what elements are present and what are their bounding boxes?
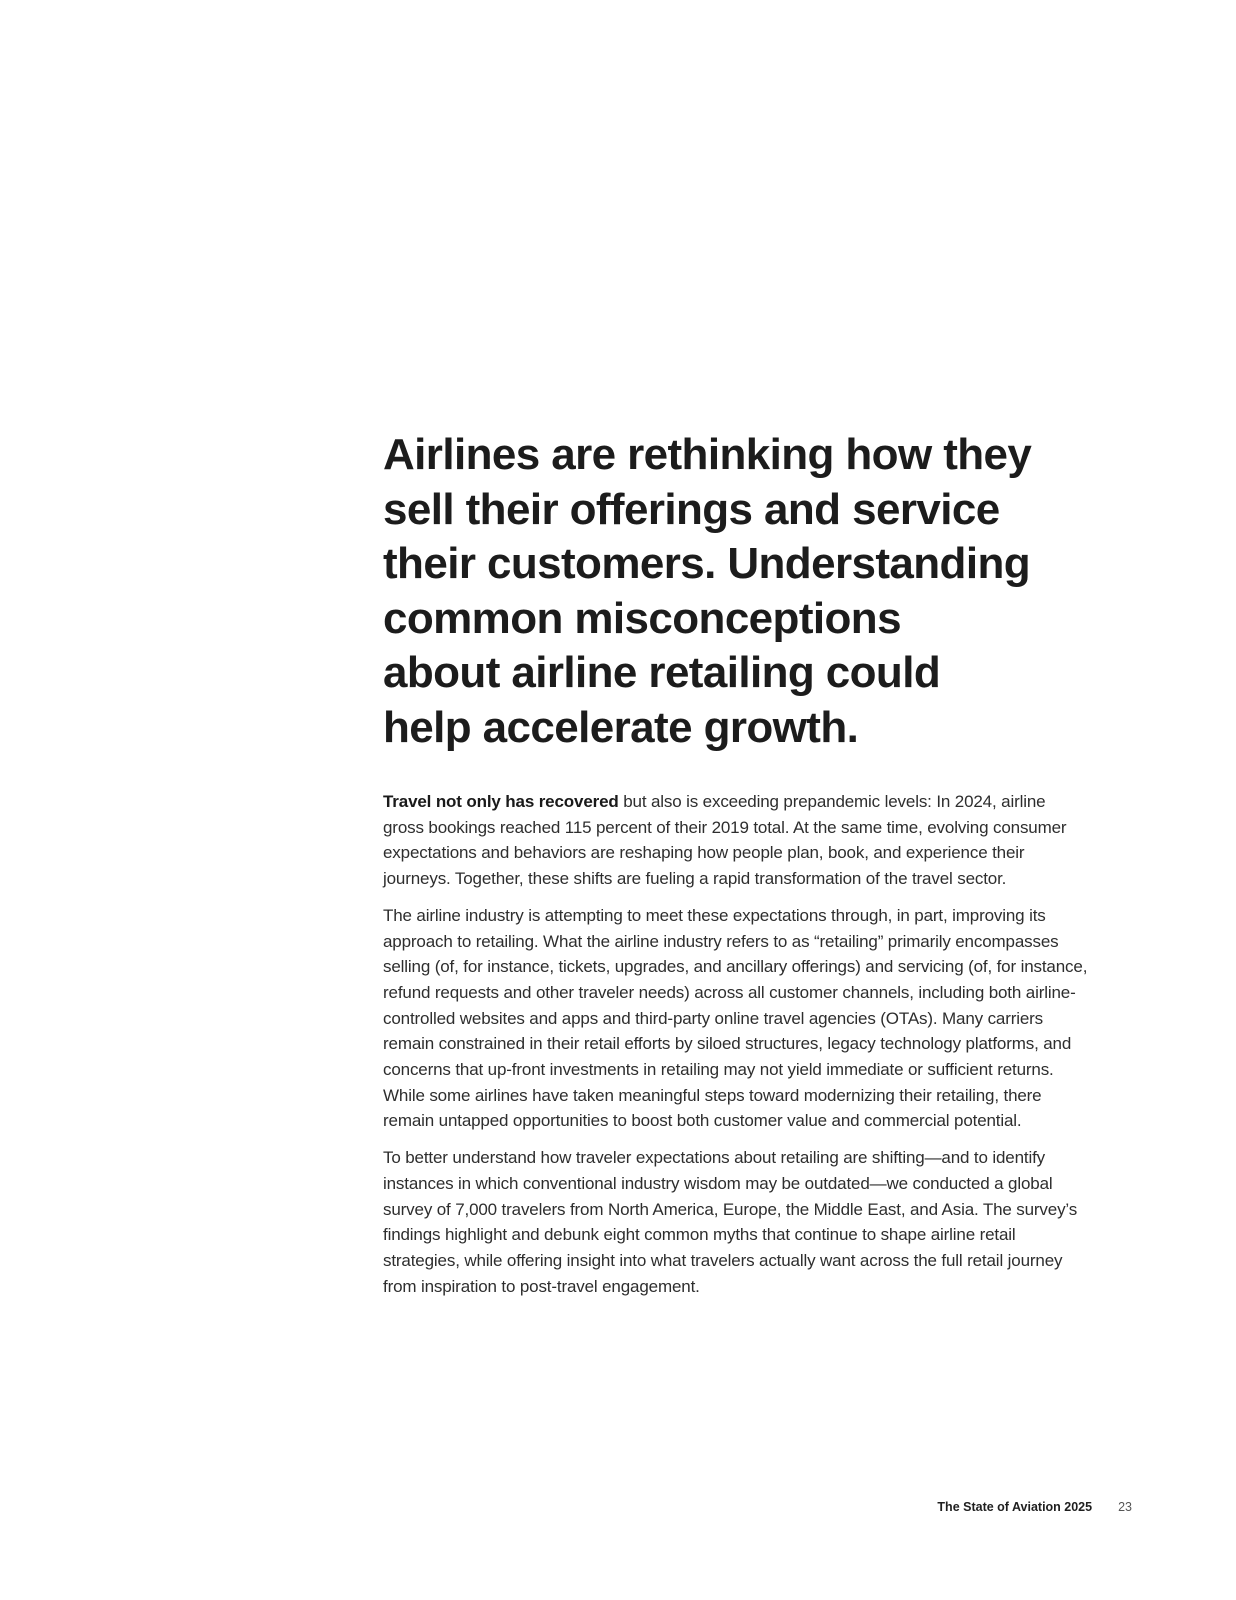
article-body: Travel not only has recovered but also i…	[383, 789, 1143, 1310]
paragraph-1-text: but also is exceeding prepandemic levels…	[383, 792, 1067, 889]
page-footer: The State of Aviation 2025 23	[937, 1500, 1132, 1514]
paragraph-1-lead: Travel not only has recovered	[383, 792, 619, 811]
paragraph-2: The airline industry is attempting to me…	[383, 905, 1088, 1131]
page-headline: Airlines are rethinking how they sell th…	[383, 430, 1032, 752]
publication-title: The State of Aviation 2025	[937, 1500, 1093, 1514]
paragraph-3: To better understand how traveler expect…	[383, 1148, 1078, 1296]
page-number: 23	[1118, 1500, 1132, 1514]
paragraph-1: Travel not only has recovered but also i…	[383, 789, 1143, 892]
